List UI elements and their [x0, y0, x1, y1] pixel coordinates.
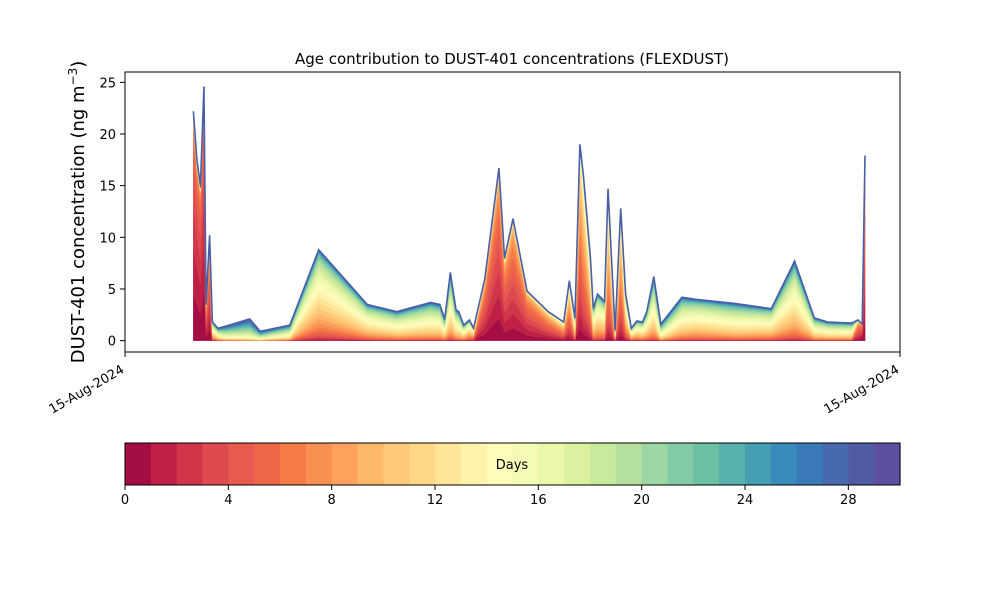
colorbar-cell-day-13: [460, 443, 488, 485]
colorbar-cell-day-24: [745, 443, 772, 485]
colorbar-cell-day-18: [590, 443, 617, 485]
x-tick-label: 15-Aug-2024: [822, 362, 902, 417]
colorbar-tick-label: 16: [530, 493, 547, 508]
y-tick-label: 20: [99, 128, 116, 143]
x-axis: 15-Aug-2024 15-Aug-2024: [47, 352, 902, 418]
colorbar: Days 0 4 8 12 16 20 24 28: [121, 442, 901, 508]
colorbar-cell-day-0: [125, 443, 152, 485]
colorbar-cell-day-7: [305, 443, 333, 485]
colorbar-cell-day-14: [486, 443, 514, 485]
colorbar-ticks: 0 4 8 12 16 20 24 28: [121, 485, 857, 508]
plot-area: [124, 71, 901, 353]
colorbar-tick-label: 28: [840, 493, 857, 508]
colorbar-frame: [124, 442, 901, 486]
colorbar-cell-day-27: [822, 443, 849, 485]
total-concentration-line: [192, 86, 866, 333]
colorbar-tick-label: 4: [224, 493, 232, 508]
colorbar-tick-label: 12: [427, 493, 444, 508]
colorbar-label: Days: [496, 458, 529, 473]
colorbar-tick-label: 8: [328, 493, 336, 508]
y-tick-label: 15: [99, 180, 116, 195]
colorbar-cell-day-2: [176, 443, 204, 485]
y-axis-label-close: ): [68, 61, 89, 68]
colorbar-tick-label: 0: [121, 493, 129, 508]
plot-frame: [124, 71, 901, 353]
colorbar-cell-day-25: [770, 443, 798, 485]
colorbar-cell-day-29: [874, 443, 901, 485]
age-layer-day-7: [193, 101, 866, 341]
colorbar-cell-day-26: [796, 443, 824, 485]
y-axis: 0 5 10 15 20 25: [99, 76, 125, 350]
colorbar-cell-day-4: [228, 443, 255, 485]
colorbar-cell-day-23: [719, 443, 746, 485]
age-layer-day-6: [193, 106, 866, 341]
colorbar-cell-day-1: [150, 443, 178, 485]
colorbar-cell-day-22: [693, 443, 720, 485]
chart-title: Age contribution to DUST-401 concentrati…: [295, 50, 729, 68]
colorbar-cell-day-3: [202, 443, 229, 485]
colorbar-cell-day-6: [280, 443, 307, 485]
colorbar-cells: [125, 443, 901, 485]
colorbar-cell-day-17: [564, 443, 591, 485]
colorbar-cell-day-9: [357, 443, 384, 485]
colorbar-cell-day-21: [667, 443, 694, 485]
y-tick-label: 5: [108, 283, 116, 298]
colorbar-cell-day-16: [538, 443, 565, 485]
y-tick-label: 25: [99, 76, 116, 91]
age-area-layers: [192, 86, 866, 342]
colorbar-cell-day-20: [641, 443, 669, 485]
colorbar-tick-label: 20: [633, 493, 650, 508]
colorbar-cell-day-15: [512, 443, 539, 485]
y-tick-label: 10: [99, 231, 116, 246]
colorbar-cell-day-8: [331, 443, 359, 485]
colorbar-cell-day-28: [848, 443, 875, 485]
y-tick-label: 0: [108, 335, 116, 350]
y-axis-label-text: DUST-401 concentration (ng m: [68, 85, 89, 363]
colorbar-cell-day-12: [435, 443, 462, 485]
colorbar-cell-day-19: [615, 443, 643, 485]
y-axis-label: DUST-401 concentration (ng m−3): [66, 61, 89, 364]
colorbar-cell-day-11: [409, 443, 436, 485]
colorbar-cell-day-10: [383, 443, 410, 485]
y-axis-label-superscript: −3: [66, 68, 80, 86]
x-tick-label: 15-Aug-2024: [47, 362, 127, 417]
colorbar-cell-day-5: [254, 443, 281, 485]
colorbar-tick-label: 24: [737, 493, 754, 508]
